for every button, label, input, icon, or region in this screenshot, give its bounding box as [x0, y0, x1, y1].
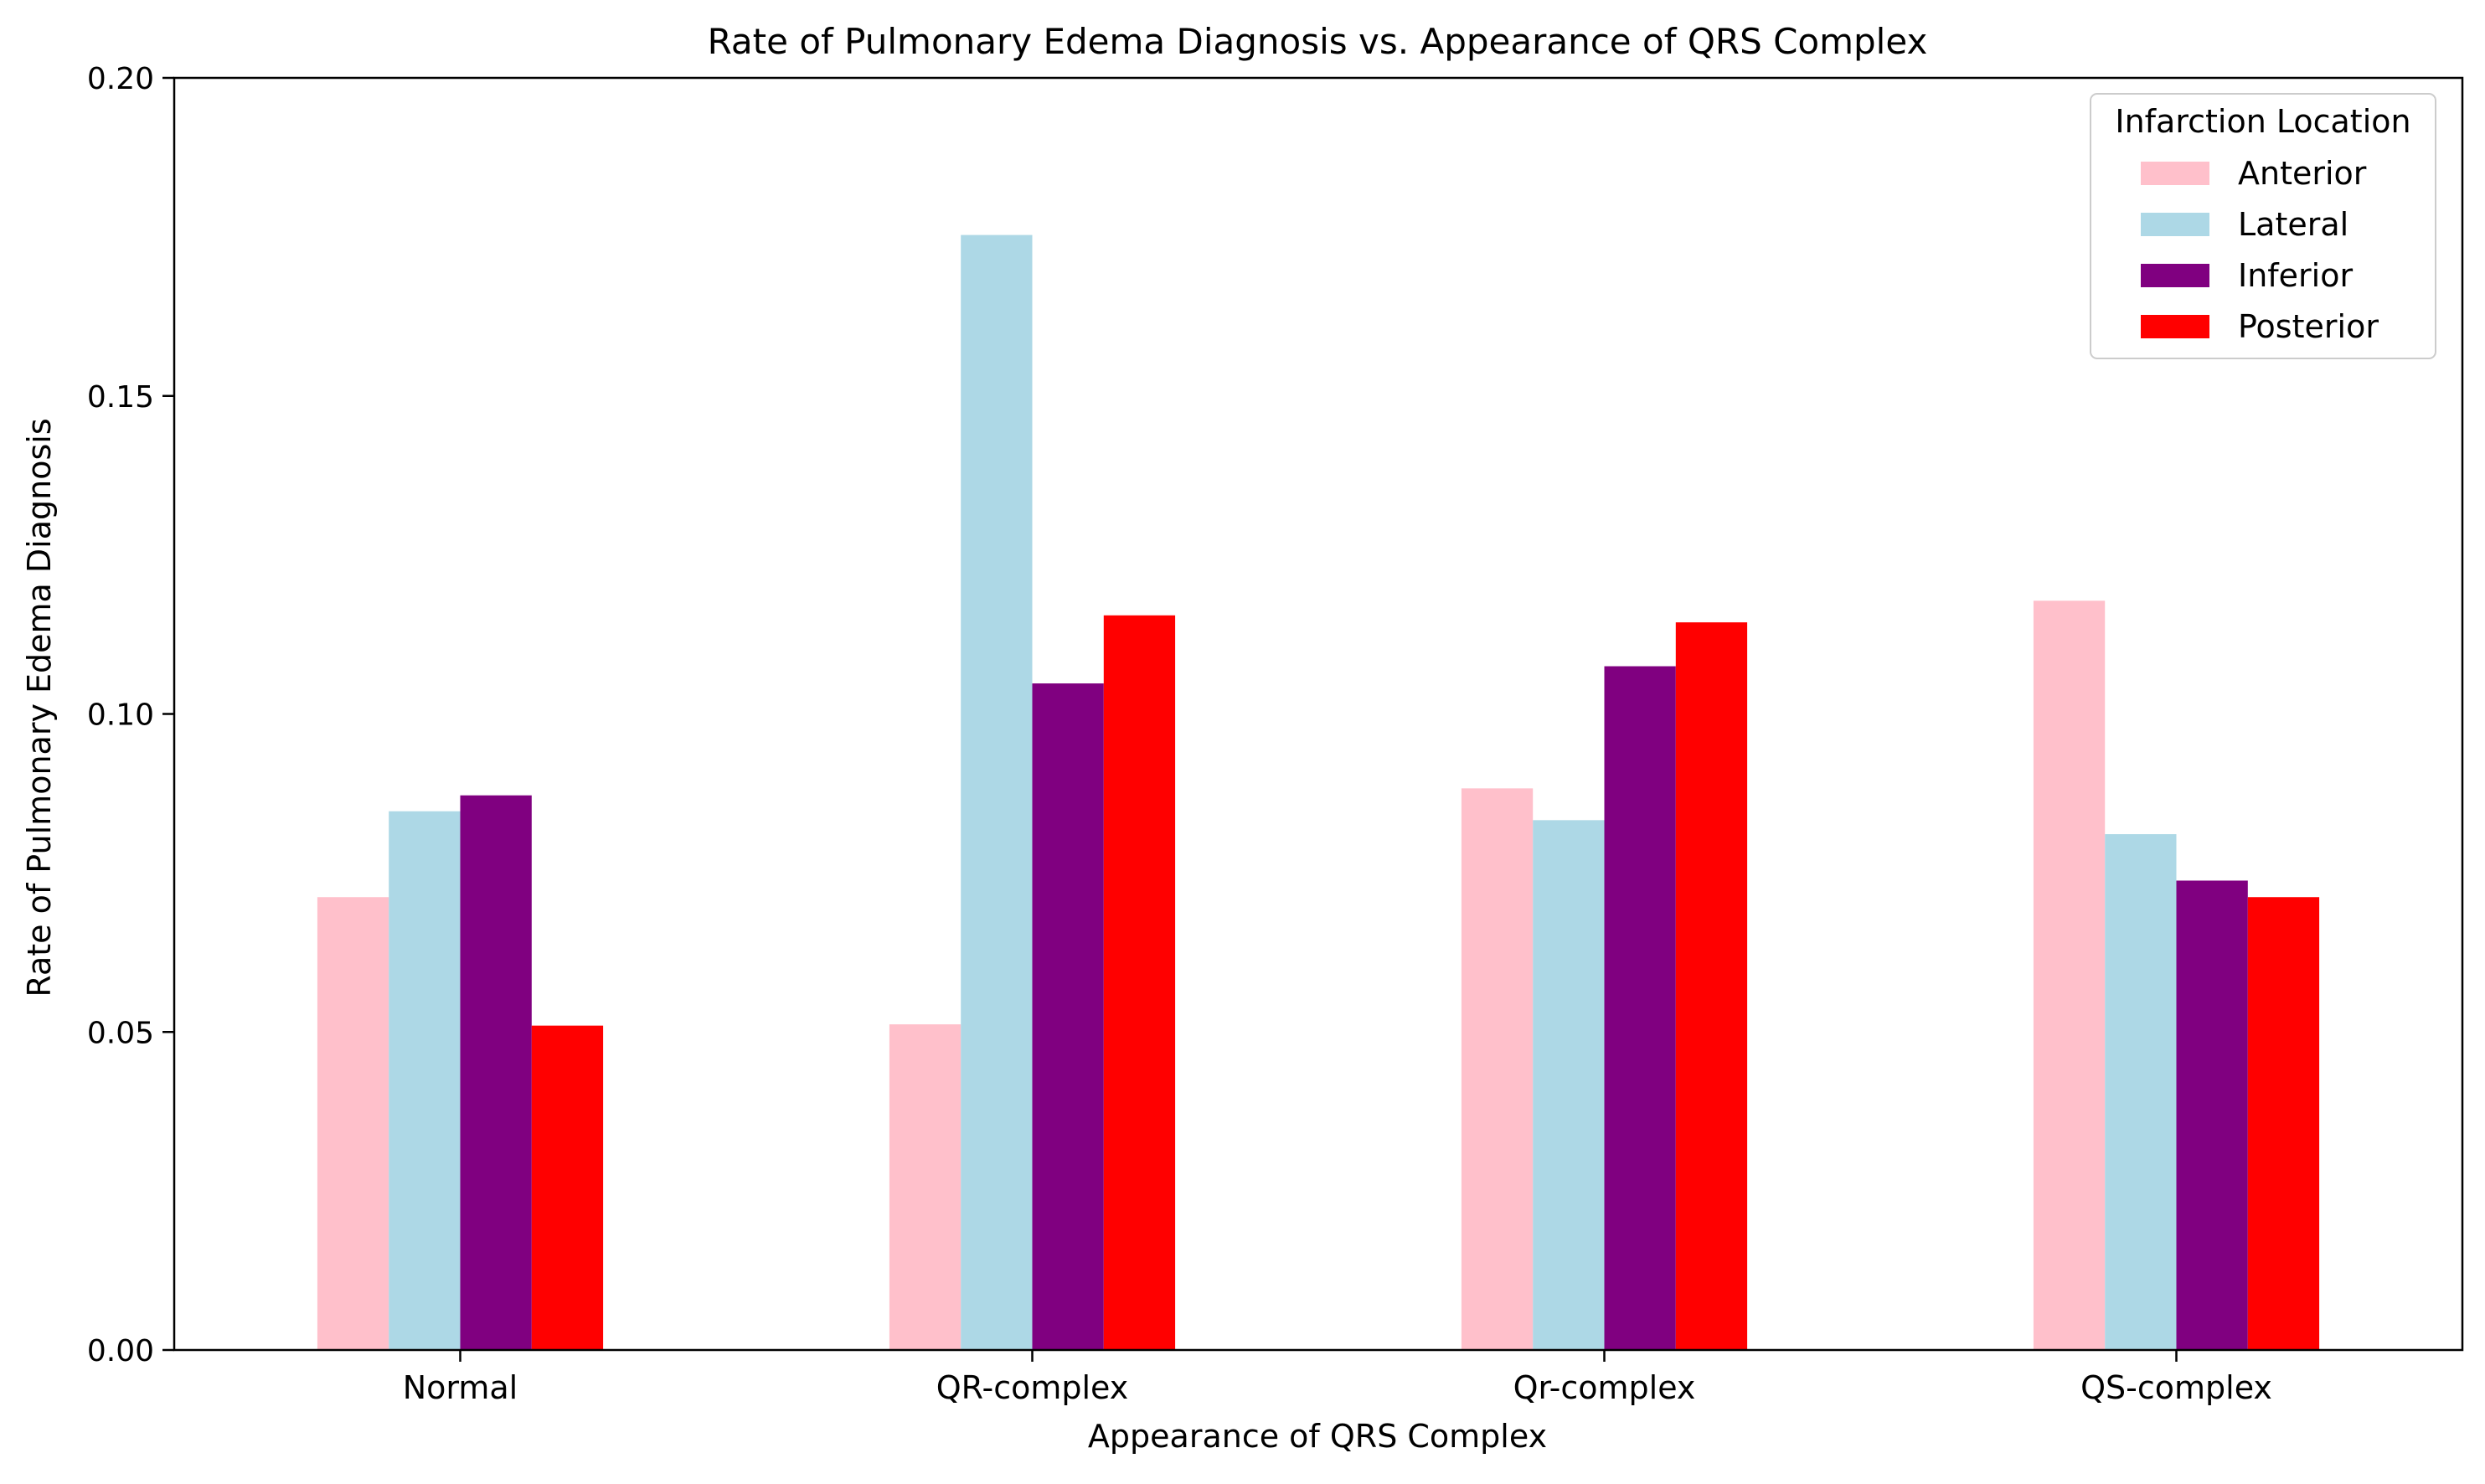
- bar-anterior-qs-complex: [2033, 600, 2106, 1350]
- bar-anterior-qr-complex: [889, 1024, 962, 1350]
- bars-layer: [317, 234, 2320, 1351]
- y-tick-label: 0.20: [87, 62, 154, 96]
- bar-lateral-normal: [389, 811, 461, 1350]
- plot-frame: [173, 76, 2464, 1352]
- y-tick-label: 0.15: [87, 380, 154, 415]
- legend-swatch-lateral: [2141, 213, 2209, 236]
- y-tick-label: 0.00: [87, 1334, 154, 1368]
- bar-anterior-normal: [317, 897, 389, 1350]
- y-tick-label: 0.10: [87, 698, 154, 733]
- bar-lateral-qr-complex: [1533, 820, 1605, 1350]
- legend-label-posterior: Posterior: [2238, 308, 2379, 345]
- bar-inferior-qr-complex: [1032, 683, 1104, 1350]
- x-tick-label: QR-complex: [936, 1369, 1129, 1406]
- bar-inferior-normal: [460, 795, 532, 1350]
- x-axis-label: Appearance of QRS Complex: [1088, 1418, 1547, 1455]
- legend-label-anterior: Anterior: [2238, 155, 2367, 192]
- bar-lateral-qr-complex: [961, 234, 1033, 1351]
- x-tick-label: Normal: [403, 1369, 518, 1406]
- bar-posterior-qr-complex: [1103, 615, 1176, 1350]
- legend-swatch-anterior: [2141, 162, 2209, 185]
- bar-posterior-qr-complex: [1675, 622, 1748, 1350]
- chart-title: Rate of Pulmonary Edema Diagnosis vs. Ap…: [708, 21, 1928, 62]
- x-tick-label: Qr-complex: [1513, 1369, 1696, 1406]
- bar-inferior-qs-complex: [2176, 880, 2248, 1350]
- bar-posterior-normal: [531, 1025, 604, 1350]
- legend-label-lateral: Lateral: [2238, 206, 2348, 243]
- bar-inferior-qr-complex: [1604, 666, 1676, 1350]
- legend-swatch-posterior: [2141, 315, 2209, 338]
- bar-lateral-qs-complex: [2105, 834, 2177, 1350]
- x-tick-label: QS-complex: [2080, 1369, 2272, 1406]
- legend-box: [2090, 93, 2436, 359]
- x-axis: Normal QR-complex Qr-complex QS-complex: [403, 1350, 2272, 1406]
- bar-anterior-qr-complex: [1461, 788, 1534, 1350]
- legend-label-inferior: Inferior: [2238, 257, 2353, 294]
- bar-posterior-qs-complex: [2247, 897, 2320, 1350]
- y-axis-label: Rate of Pulmonary Edema Diagnosis: [21, 418, 58, 997]
- legend: Infarction Location Anterior Lateral Infer…: [2090, 93, 2436, 359]
- y-tick-label: 0.05: [87, 1016, 154, 1050]
- legend-swatch-inferior: [2141, 264, 2209, 287]
- legend-title: Infarction Location: [2115, 103, 2410, 140]
- y-axis: 0.00 0.05 0.10 0.15 0.20: [87, 62, 174, 1368]
- legend-items: Anterior Lateral Inferior Posterior: [2141, 155, 2379, 345]
